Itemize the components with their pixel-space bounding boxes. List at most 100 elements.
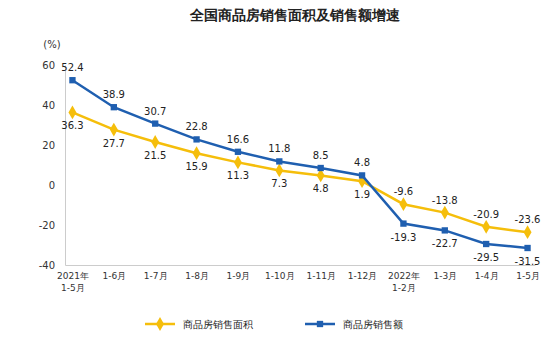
series-marker xyxy=(399,197,407,211)
x-tick-label-line: 1-10月 xyxy=(265,271,294,281)
y-tick: 20 xyxy=(42,140,65,151)
series-marker xyxy=(318,165,324,171)
y-tick-label: 60 xyxy=(42,60,55,71)
x-tick-label: 1-5月 xyxy=(516,271,540,281)
x-tick-label-line: 1-4月 xyxy=(475,271,499,281)
y-tick-label: -40 xyxy=(39,260,55,271)
title: 全国商品房销售面积及销售额增速 xyxy=(189,7,401,23)
legend-label: 商品房销售面积 xyxy=(183,319,253,330)
x-tick-label: 1-12月 xyxy=(348,271,377,281)
x-tick: 1-7月 xyxy=(144,271,168,281)
x-tick-label: 1-6月 xyxy=(102,271,126,281)
legend: 商品房销售面积 商品房销售额 xyxy=(145,317,403,331)
series-marker xyxy=(234,155,242,169)
x-tick-label-line: 1-2月 xyxy=(392,283,416,293)
chart-container: 全国商品房销售面积及销售额增速 (%) -40 -20 0 20 40 60 2021年 1-5月… xyxy=(0,0,550,352)
legend-item: 商品房销售额 xyxy=(305,319,403,330)
x-tick-label-line: 1-8月 xyxy=(185,271,209,281)
series-marker xyxy=(483,241,489,247)
y-tick: 40 xyxy=(42,100,65,111)
x-tick-label-line: 2021年 xyxy=(57,271,89,281)
x-tick: 2022年 1-2月 xyxy=(388,271,420,292)
x-tick: 1-4月 xyxy=(475,271,499,281)
series-marker xyxy=(276,158,282,164)
x-axis-line xyxy=(66,265,536,266)
data-label: 7.3 xyxy=(271,178,287,189)
x-tick: 1-8月 xyxy=(185,271,209,281)
data-label: 4.8 xyxy=(354,157,370,168)
data-label: -19.3 xyxy=(390,232,416,243)
x-tick-label: 1-4月 xyxy=(475,271,499,281)
x-tick: 1-10月 xyxy=(265,271,294,281)
x-tick-label-line: 1-9月 xyxy=(227,271,251,281)
y-tick-label: 0 xyxy=(49,180,55,191)
x-tick-label: 2022年 1-2月 xyxy=(388,271,420,292)
marks xyxy=(68,77,531,251)
x-tick: 2021年 1-5月 xyxy=(57,271,89,292)
x-tick-label-line: 1-5月 xyxy=(516,271,540,281)
x-tick-label: 2021年 1-5月 xyxy=(57,271,89,292)
data-label: -13.8 xyxy=(432,195,458,206)
x-tick: 1-3月 xyxy=(433,271,457,281)
x-tick-label-line: 1-7月 xyxy=(144,271,168,281)
x-tick-label: 1-9月 xyxy=(227,271,251,281)
data-label: 16.6 xyxy=(227,134,249,145)
series-marker xyxy=(441,206,449,220)
y-tick-label: -20 xyxy=(39,220,55,231)
data-label: -29.5 xyxy=(473,252,499,263)
legend-label: 商品房销售额 xyxy=(343,319,403,330)
x-tick-label-line: 1-5月 xyxy=(61,283,85,293)
x-tick: 1-9月 xyxy=(227,271,251,281)
x-tick-label-line: 1-11月 xyxy=(306,271,335,281)
series-marker xyxy=(152,120,158,126)
chart-svg: 全国商品房销售面积及销售额增速 (%) -40 -20 0 20 40 60 2021年 1-5月… xyxy=(0,0,550,352)
series-marker xyxy=(110,123,118,137)
y-tick-label: 20 xyxy=(42,140,55,151)
series-marker xyxy=(69,77,75,83)
series-marker xyxy=(524,225,532,239)
legend-marker xyxy=(317,321,323,327)
data-label: -23.6 xyxy=(515,214,541,225)
data-label: -31.5 xyxy=(515,256,541,267)
data-label: 30.7 xyxy=(144,106,166,117)
y-axis: -40 -20 0 20 40 60 xyxy=(39,60,66,271)
x-tick: 1-11月 xyxy=(306,271,335,281)
series-marker xyxy=(235,149,241,155)
series-marker xyxy=(359,172,365,178)
x-tick-label-line: 1-12月 xyxy=(348,271,377,281)
series-marker xyxy=(524,245,530,251)
y-tick-label: 40 xyxy=(42,100,55,111)
data-label: 11.8 xyxy=(268,143,290,154)
y-axis-label: (%) xyxy=(43,39,60,50)
data-label: -22.7 xyxy=(432,238,458,249)
x-tick-label: 1-10月 xyxy=(265,271,294,281)
x-tick-label-line: 2022年 xyxy=(388,271,420,281)
x-tick: 1-6月 xyxy=(102,271,126,281)
data-labels: 36.327.721.515.911.37.34.81.9-9.6-13.8-2… xyxy=(61,62,540,267)
legend-marker xyxy=(156,317,164,331)
x-axis: 2021年 1-5月 1-6月 1-7月 1-8月 1-9月 1-10月 1-11月 1-12月… xyxy=(57,266,540,293)
y-axis-line xyxy=(65,66,66,266)
x-tick-label-line: 1-3月 xyxy=(433,271,457,281)
series-line xyxy=(72,112,527,232)
y-tick: -20 xyxy=(39,220,65,231)
data-label: 8.5 xyxy=(313,150,329,161)
series-marker xyxy=(442,227,448,233)
data-label: 1.9 xyxy=(354,189,370,200)
x-tick: 1-5月 xyxy=(516,271,540,281)
series-marker xyxy=(482,220,490,234)
data-label: 21.5 xyxy=(144,150,166,161)
data-label: 38.9 xyxy=(103,89,125,100)
series-marker xyxy=(193,146,201,160)
series-marker xyxy=(193,136,199,142)
x-tick-label: 1-11月 xyxy=(306,271,335,281)
x-tick-label-line: 1-6月 xyxy=(102,271,126,281)
series-marker xyxy=(151,135,159,149)
series-marker xyxy=(400,220,406,226)
data-label: 52.4 xyxy=(61,62,83,73)
y-tick: -40 xyxy=(39,260,65,271)
data-label: 36.3 xyxy=(61,120,83,131)
data-label: 11.3 xyxy=(227,170,249,181)
data-label: -9.6 xyxy=(394,186,414,197)
legend-item: 商品房销售面积 xyxy=(145,317,253,331)
